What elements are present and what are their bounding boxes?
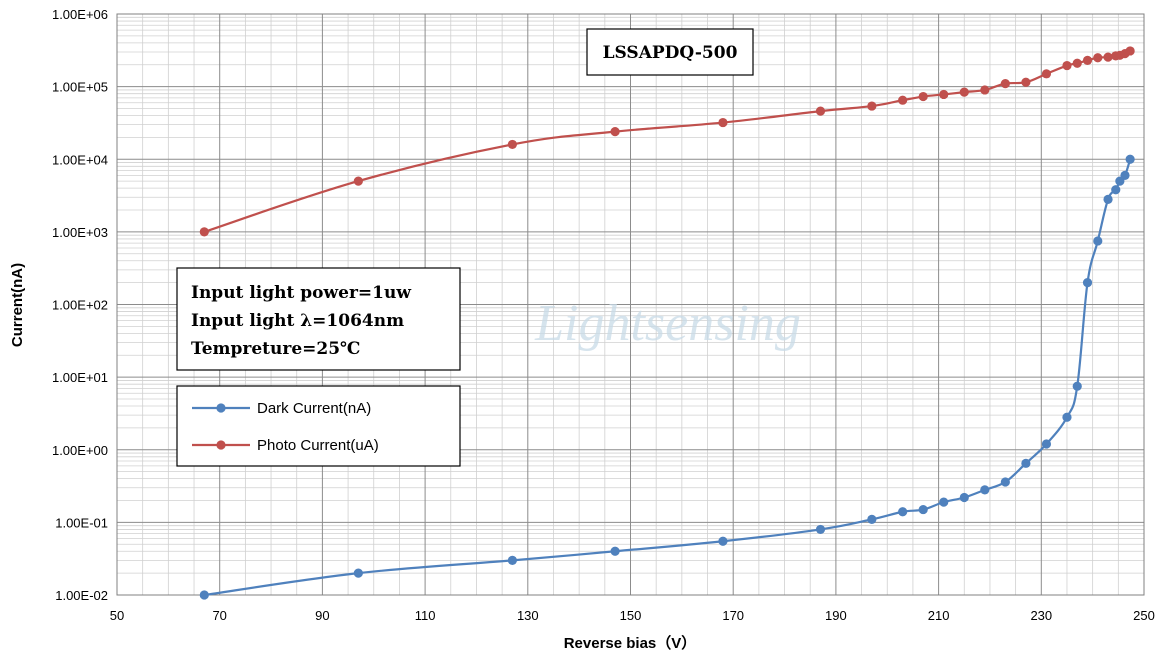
- condition-wavelength: Input light λ=1064nm: [191, 311, 404, 331]
- dark-current-series: [199, 154, 1135, 600]
- photo-current-point: [1041, 69, 1052, 79]
- legend-photo-marker: [216, 440, 226, 450]
- photo-current-point: [1021, 77, 1031, 87]
- x-tick-label: 230: [1030, 608, 1052, 623]
- dark-current-point: [1062, 412, 1072, 422]
- dark-current-point: [939, 497, 949, 507]
- dark-current-point: [867, 514, 877, 524]
- x-tick-label: 210: [928, 608, 950, 623]
- x-tick-label: 70: [212, 608, 226, 623]
- dark-current-point: [918, 504, 928, 515]
- dark-current-point: [815, 524, 826, 535]
- dark-current-point: [1072, 381, 1082, 391]
- photo-current-point: [199, 227, 209, 237]
- x-tick-label: 250: [1133, 608, 1155, 623]
- photo-current-point: [507, 139, 517, 150]
- y-tick-label: 1.00E+02: [52, 298, 108, 313]
- dark-current-point: [718, 536, 728, 546]
- photo-current-point: [718, 117, 728, 128]
- condition-temperature: Tempreture=25℃: [191, 339, 360, 359]
- y-axis-title: Current(nA): [9, 263, 26, 347]
- y-tick-label: 1.00E+04: [52, 152, 108, 167]
- dark-current-point: [199, 590, 209, 600]
- model-label-box: LSSAPDQ-500: [586, 28, 754, 76]
- plot-area: [116, 13, 1145, 596]
- photo-current-point: [898, 95, 908, 105]
- legend-photo-label: Photo Current(uA): [257, 437, 379, 454]
- photo-current-point: [1072, 58, 1082, 68]
- photo-current-point: [1000, 79, 1010, 89]
- dark-current-point: [1111, 185, 1121, 195]
- dark-current-point: [1041, 439, 1052, 449]
- y-tick-label: 1.00E+03: [52, 225, 108, 240]
- dark-current-point: [980, 485, 990, 495]
- y-tick-label: 1.00E+01: [52, 370, 108, 385]
- model-label-border: [586, 28, 754, 76]
- condition-power: Input light power=1uw: [191, 283, 411, 303]
- x-tick-label: 170: [722, 608, 744, 623]
- x-axis-tick-labels: 50 70 90 110 130 150 170 190 210 230 250: [110, 608, 1155, 623]
- dark-current-point: [1021, 458, 1031, 468]
- x-tick-label: 90: [315, 608, 329, 623]
- plot-border: [116, 13, 1145, 596]
- model-label: LSSAPDQ-500: [603, 43, 738, 63]
- x-tick-label: 190: [825, 608, 847, 623]
- photo-current-point: [959, 87, 969, 97]
- dark-current-point: [898, 507, 908, 517]
- photo-current-point: [1103, 52, 1113, 62]
- dark-current-point: [1125, 154, 1135, 164]
- photo-current-point: [353, 176, 363, 186]
- conditions-border: [176, 267, 461, 371]
- y-tick-label: 1.00E+05: [52, 80, 108, 95]
- photo-current-point: [980, 85, 990, 95]
- dark-current-point: [1082, 278, 1093, 288]
- photo-current-point: [1062, 60, 1072, 71]
- dark-current-point: [959, 492, 969, 503]
- dark-current-point: [1000, 477, 1010, 487]
- y-tick-label: 1.00E-01: [55, 515, 108, 530]
- legend-dark-label: Dark Current(nA): [257, 400, 371, 417]
- photo-current-point: [939, 89, 949, 100]
- y-tick-label: 1.00E+06: [52, 7, 108, 22]
- x-tick-label: 110: [415, 608, 436, 623]
- dark-current-point: [353, 568, 363, 578]
- dark-current-point: [1120, 170, 1130, 180]
- legend-border: [176, 385, 461, 467]
- watermark: Lightsensing: [534, 295, 801, 352]
- photo-current-point: [867, 101, 877, 111]
- y-tick-label: 1.00E-02: [55, 588, 108, 603]
- dark-current-point: [1103, 194, 1113, 205]
- y-tick-label: 1.00E+00: [52, 443, 108, 458]
- x-tick-label: 130: [517, 608, 539, 623]
- x-tick-label: 150: [620, 608, 642, 623]
- legend-dark-marker: [216, 403, 226, 413]
- dark-current-point: [610, 546, 620, 556]
- photo-current-point: [1125, 46, 1135, 56]
- photo-current-point: [1093, 53, 1103, 63]
- photo-current-point: [918, 91, 928, 102]
- dark-current-point: [507, 555, 517, 565]
- photo-current-point: [610, 127, 620, 137]
- photo-current-point: [815, 106, 826, 116]
- y-axis-tick-labels: 1.00E-02 1.00E-01 1.00E+00 1.00E+01 1.00E+02…: [52, 7, 108, 603]
- x-tick-label: 50: [110, 608, 124, 623]
- legend: Dark Current(nA) Photo Current(uA): [176, 385, 461, 467]
- photo-current-point: [1082, 55, 1093, 65]
- x-axis-title: Reverse bias（V）: [564, 634, 697, 652]
- dark-current-point: [1093, 236, 1103, 246]
- series-layer: [199, 46, 1135, 600]
- conditions-box: Input light power=1uw Input light λ=1064…: [176, 267, 461, 371]
- photo-current-series: [199, 46, 1135, 237]
